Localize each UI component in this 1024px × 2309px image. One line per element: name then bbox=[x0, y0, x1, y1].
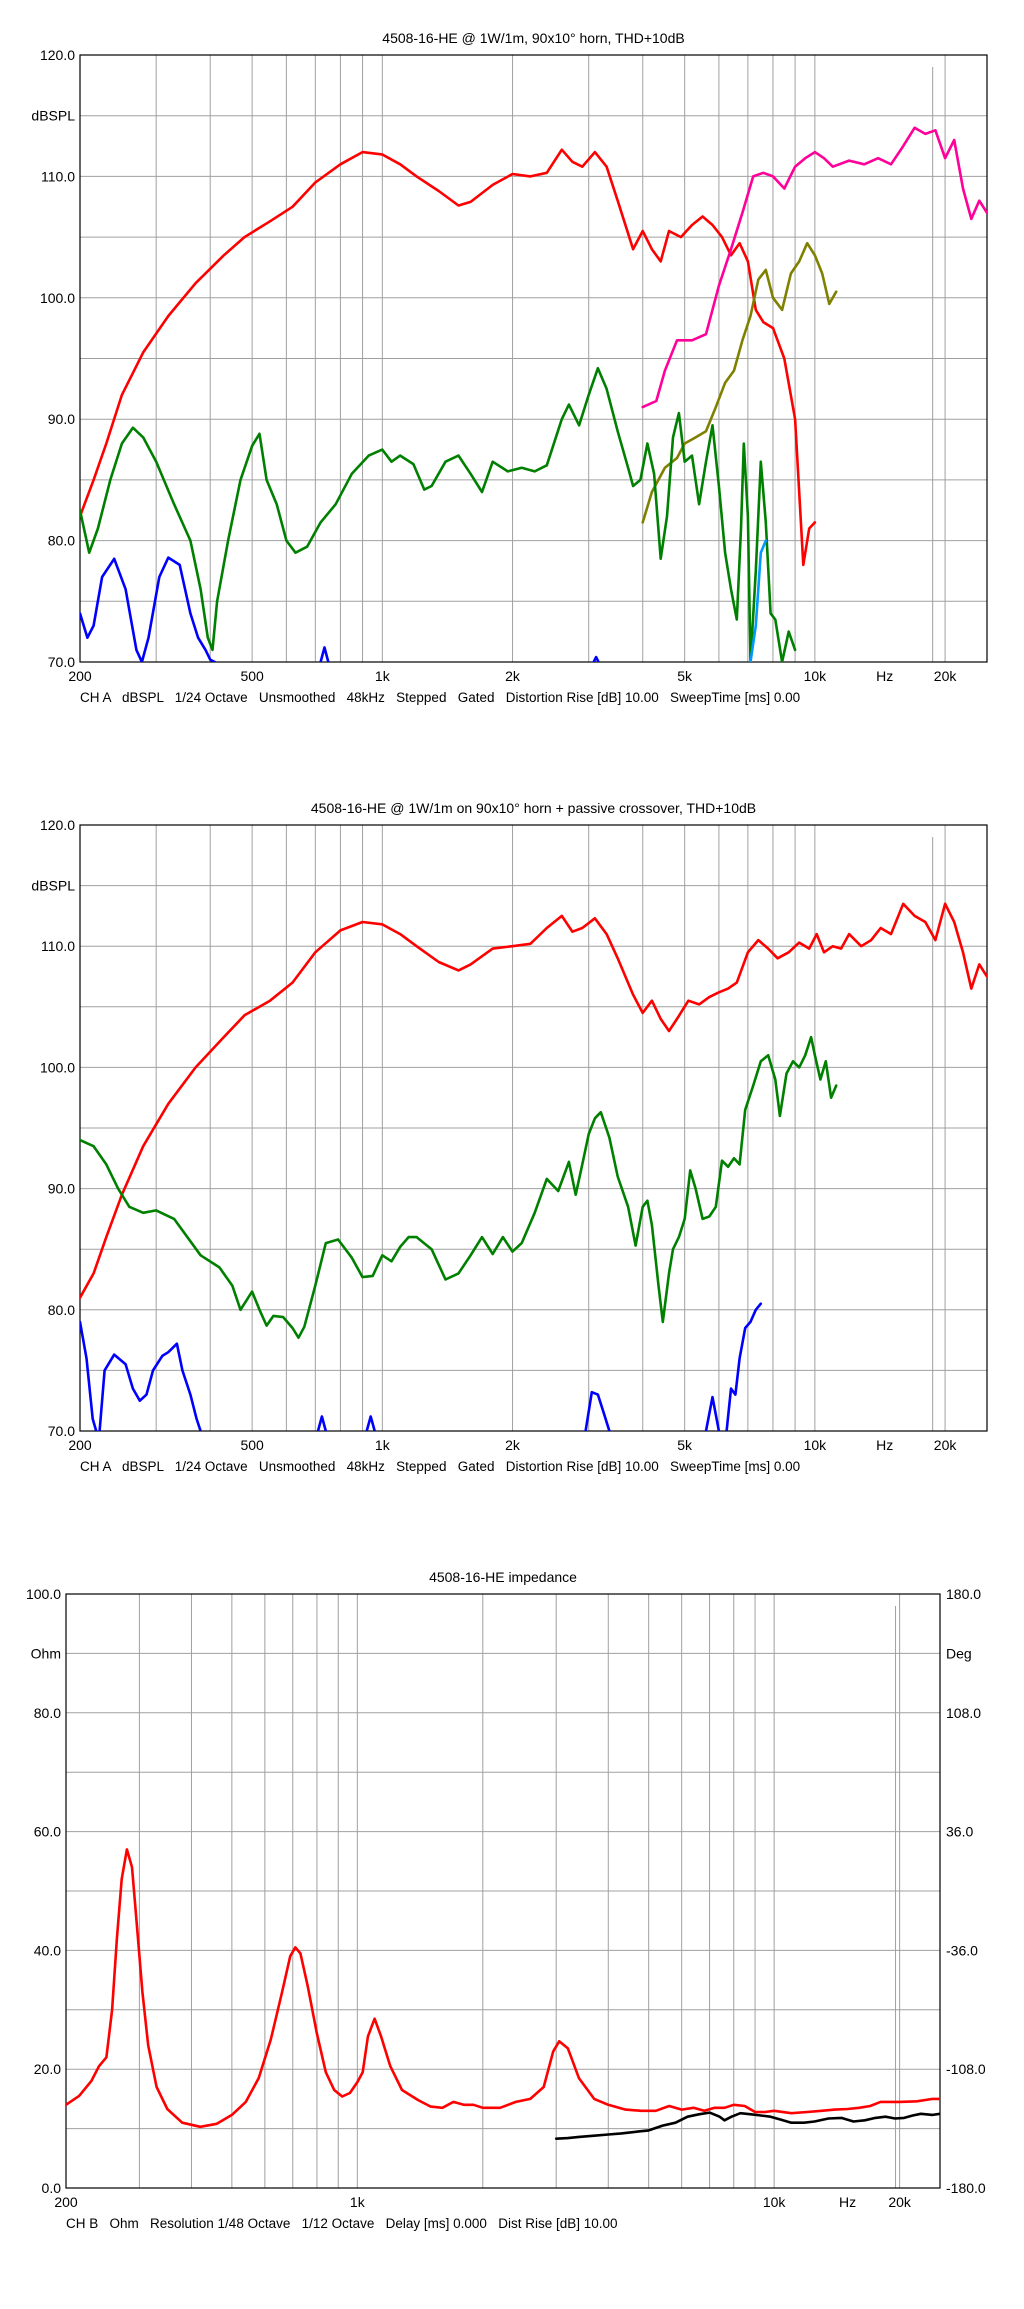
x-tick-label: 20k bbox=[934, 1437, 958, 1453]
y-tick-label: 20.0 bbox=[34, 2061, 61, 2077]
chart-footer: CH A dBSPL 1/24 Octave Unsmoothed 48kHz … bbox=[80, 1459, 800, 1474]
series-line bbox=[80, 148, 817, 567]
x-axis: 200 1k 10k 20k Hz bbox=[54, 2194, 912, 2210]
y-tick-label: 100.0 bbox=[40, 1059, 75, 1075]
y-tick-label: 40.0 bbox=[34, 1942, 61, 1958]
y-axis: 70.0 80.0 90.0 100.0 110.0 120.0 dBSPL bbox=[31, 817, 75, 1439]
y-tick-label: 110.0 bbox=[41, 938, 75, 954]
series-line bbox=[749, 539, 768, 662]
y-tick-label: 120.0 bbox=[40, 47, 75, 63]
series-line bbox=[316, 1415, 328, 1431]
x-axis-unit: Hz bbox=[876, 1437, 893, 1453]
series-line bbox=[319, 646, 330, 662]
series-line bbox=[98, 1342, 202, 1431]
x-axis: 200 500 1k 2k 5k 10k 20k Hz bbox=[68, 1437, 957, 1453]
series-group bbox=[80, 902, 987, 1431]
chart-3: 4508-16-HE impedance 0.0 20.0 40.0 60.0 80.0 1… bbox=[26, 1569, 986, 2231]
x-tick-label: 500 bbox=[240, 668, 264, 684]
y2-tick-label: -108.0 bbox=[946, 2061, 986, 2077]
y-tick-label: 70.0 bbox=[48, 654, 75, 670]
y-tick-label: 110.0 bbox=[41, 168, 75, 184]
series-line bbox=[592, 655, 600, 662]
plot-frame bbox=[79, 824, 988, 1432]
grid-lines bbox=[80, 55, 987, 662]
series-line bbox=[365, 1415, 376, 1431]
x-tick-label: 10k bbox=[804, 1437, 828, 1453]
y-tick-label: 80.0 bbox=[48, 1302, 75, 1318]
y-tick-label: 80.0 bbox=[48, 533, 75, 549]
y-tick-label: 120.0 bbox=[40, 817, 75, 833]
y2-tick-label: 36.0 bbox=[946, 1824, 973, 1840]
y-tick-label: 100.0 bbox=[26, 1586, 61, 1602]
y2-tick-label: -180.0 bbox=[946, 2180, 986, 2196]
series-line bbox=[80, 556, 217, 662]
y-tick-label: 60.0 bbox=[34, 1824, 61, 1840]
y-axis-unit: dBSPL bbox=[31, 878, 75, 894]
grid-lines bbox=[80, 825, 987, 1431]
series-line bbox=[641, 126, 987, 409]
x-axis-unit: Hz bbox=[876, 668, 893, 684]
y-tick-label: 90.0 bbox=[48, 411, 75, 427]
x-tick-label: 5k bbox=[677, 1437, 693, 1453]
series-line bbox=[80, 1035, 838, 1339]
chart-footer: CH A dBSPL 1/24 Octave Unsmoothed 48kHz … bbox=[80, 690, 800, 705]
y-axis-unit: Ohm bbox=[31, 1645, 61, 1661]
series-line bbox=[80, 902, 987, 1299]
series-line bbox=[80, 1320, 98, 1431]
x-tick-label: 200 bbox=[68, 668, 92, 684]
x-tick-label: 5k bbox=[677, 668, 693, 684]
grid-lines bbox=[66, 1594, 940, 2188]
x-tick-label: 10k bbox=[763, 2194, 787, 2210]
x-tick-label: 1k bbox=[375, 668, 391, 684]
y2-tick-label: 180.0 bbox=[946, 1586, 981, 1602]
x-tick-label: 200 bbox=[68, 1437, 92, 1453]
series-line bbox=[704, 1395, 721, 1431]
y-tick-label: 90.0 bbox=[48, 1181, 75, 1197]
x-tick-label: 200 bbox=[54, 2194, 78, 2210]
x-tick-label: 1k bbox=[375, 1437, 391, 1453]
y2-tick-label: -36.0 bbox=[946, 1942, 978, 1958]
series-line bbox=[725, 1302, 763, 1431]
plot-frame bbox=[79, 54, 988, 663]
plot-frame bbox=[65, 1593, 941, 2189]
chart-2: 4508-16-HE @ 1W/1m on 90x10° horn + pass… bbox=[31, 800, 988, 1474]
y2-axis-unit: Deg bbox=[946, 1645, 972, 1661]
series-line bbox=[80, 366, 797, 662]
chart-1: 4508-16-HE @ 1W/1m, 90x10° horn, THD+10d… bbox=[31, 30, 988, 705]
y-tick-label: 80.0 bbox=[34, 1705, 61, 1721]
x-tick-label: 20k bbox=[888, 2194, 912, 2210]
series-line bbox=[584, 1390, 611, 1431]
y2-axis: -180.0 -108.0 -36.0 36.0 108.0 180.0 Deg bbox=[946, 1586, 986, 2196]
y-tick-label: 0.0 bbox=[42, 2180, 62, 2196]
series-group bbox=[80, 126, 987, 662]
y-axis: 0.0 20.0 40.0 60.0 80.0 100.0 Ohm bbox=[26, 1586, 61, 2196]
x-tick-label: 1k bbox=[350, 2194, 366, 2210]
x-tick-label: 2k bbox=[505, 668, 521, 684]
series-line bbox=[554, 2111, 940, 2140]
x-tick-label: 10k bbox=[804, 668, 828, 684]
chart-footer: CH B Ohm Resolution 1/48 Octave 1/12 Oct… bbox=[66, 2216, 618, 2231]
x-tick-label: 20k bbox=[934, 668, 958, 684]
series-group bbox=[66, 1848, 940, 2140]
y-tick-label: 100.0 bbox=[40, 290, 75, 306]
chart-title: 4508-16-HE @ 1W/1m on 90x10° horn + pass… bbox=[311, 800, 756, 816]
x-tick-label: 500 bbox=[240, 1437, 264, 1453]
y-axis: 70.0 80.0 90.0 100.0 110.0 120.0 dBSPL bbox=[31, 47, 75, 670]
x-axis-unit: Hz bbox=[839, 2194, 856, 2210]
y-tick-label: 70.0 bbox=[48, 1423, 75, 1439]
y2-tick-label: 108.0 bbox=[946, 1705, 981, 1721]
series-line bbox=[66, 1848, 940, 2129]
chart-title: 4508-16-HE impedance bbox=[429, 1569, 577, 1585]
chart-title: 4508-16-HE @ 1W/1m, 90x10° horn, THD+10d… bbox=[382, 30, 684, 46]
y-axis-unit: dBSPL bbox=[31, 108, 75, 124]
x-axis: 200 500 1k 2k 5k 10k 20k Hz bbox=[68, 668, 957, 684]
x-tick-label: 2k bbox=[505, 1437, 521, 1453]
